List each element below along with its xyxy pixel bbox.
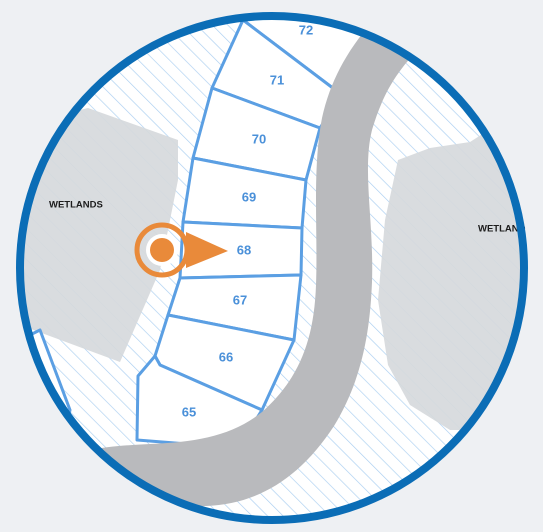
lot-label-67: 67 [233, 292, 247, 307]
road [40, 22, 426, 520]
wetlands-right-label: WETLAND [478, 224, 526, 235]
wetlands-left-area [20, 108, 178, 362]
lot-group [135, 16, 372, 450]
wetlands-right-area [378, 110, 520, 430]
lot-label-71: 71 [270, 72, 284, 87]
lot-label-70: 70 [252, 131, 266, 146]
lot-label-65: 65 [182, 404, 196, 419]
lot-label-69: 69 [242, 189, 256, 204]
lot-label-66: 66 [219, 349, 233, 364]
wetlands-left-label: WETLANDS [49, 200, 103, 211]
lot-label-72: 72 [299, 22, 313, 37]
location-pin-icon[interactable] [134, 222, 228, 278]
map-frame [16, 12, 528, 524]
lot-label-68: 68 [237, 242, 251, 257]
